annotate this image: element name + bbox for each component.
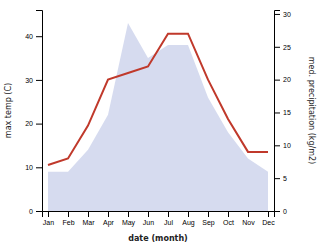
tick: Jul xyxy=(164,211,173,226)
tick-label: May xyxy=(122,219,136,227)
plot: Jan Feb Mar Apr May Jun Jul Aug Sep Oct Nov Dec 0 10 2… xyxy=(25,11,291,227)
tick: Aug xyxy=(182,211,195,227)
tick-mark xyxy=(88,211,89,217)
tick-mark xyxy=(228,211,229,217)
tick-mark xyxy=(168,211,169,217)
tick: 30 xyxy=(25,77,42,84)
tick: Dec xyxy=(262,211,275,226)
y2-axis: 0 5 10 15 20 25 30 xyxy=(274,11,291,215)
tick-label: 20 xyxy=(283,76,291,83)
tick: Mar xyxy=(82,211,95,226)
tick-mark xyxy=(108,211,109,217)
tick-label: 30 xyxy=(25,77,33,84)
area xyxy=(48,23,268,211)
tick-label: Apr xyxy=(103,219,115,227)
tick-label: 30 xyxy=(283,11,291,18)
tick-mark xyxy=(248,211,249,217)
tick-label: Jun xyxy=(143,219,154,226)
tick-label: 10 xyxy=(283,142,291,149)
tick-mark xyxy=(36,211,42,212)
tick-label: 15 xyxy=(283,109,291,116)
tick-label: 25 xyxy=(283,44,291,51)
tick: 40 xyxy=(25,33,42,40)
tick: 25 xyxy=(274,44,291,51)
tick-label: 10 xyxy=(25,164,33,171)
tick-mark xyxy=(68,211,69,217)
tick-mark xyxy=(274,112,280,113)
tick-mark xyxy=(274,14,280,15)
tick-label: Sep xyxy=(202,219,215,227)
tick-mark xyxy=(148,211,149,217)
y2-axis-title: med. precipitation (kg/m2) xyxy=(307,57,316,164)
tick-mark xyxy=(274,178,280,179)
tick-mark xyxy=(36,124,42,125)
tick-mark xyxy=(36,80,42,81)
tick: May xyxy=(122,211,136,227)
tick-label: Jul xyxy=(164,219,173,226)
x-axis: Jan Feb Mar Apr May Jun Jul Aug Sep Oct Nov Dec xyxy=(43,211,276,227)
tick-mark xyxy=(268,211,269,217)
tick-mark xyxy=(274,47,280,48)
axis-line xyxy=(275,11,281,212)
tick-label: Mar xyxy=(82,219,95,226)
tick-label: Oct xyxy=(223,219,234,226)
tick: Nov xyxy=(242,211,255,226)
tick: 0 xyxy=(29,208,42,215)
y-axis: 0 10 20 30 40 xyxy=(25,11,42,215)
chart: Jan Feb Mar Apr May Jun Jul Aug Sep Oct Nov Dec 0 10 2… xyxy=(0,0,318,247)
marks xyxy=(48,23,268,211)
tick: 30 xyxy=(274,11,291,18)
tick-mark xyxy=(188,211,189,217)
tick-label: 5 xyxy=(283,175,287,182)
tick-label: Aug xyxy=(182,219,195,227)
x-axis-title: date (month) xyxy=(128,234,188,243)
tick: 5 xyxy=(274,175,287,182)
tick-label: Nov xyxy=(242,219,255,226)
tick-label: Jan xyxy=(43,219,54,226)
tick: 0 xyxy=(274,208,287,215)
tick-mark xyxy=(208,211,209,217)
tick-mark xyxy=(36,36,42,37)
axis-line xyxy=(36,11,43,212)
tick-mark xyxy=(274,145,280,146)
tick: Sep xyxy=(202,211,215,227)
axis-line xyxy=(43,212,275,218)
tick-mark xyxy=(48,211,49,217)
tick: 10 xyxy=(25,164,42,171)
tick: 20 xyxy=(25,120,42,127)
tick-label: Feb xyxy=(62,219,74,226)
tick-label: Dec xyxy=(262,219,275,226)
tick-label: 0 xyxy=(283,208,287,215)
tick: Jan xyxy=(43,211,54,226)
tick-mark xyxy=(128,211,129,217)
tick: Apr xyxy=(103,211,115,227)
line xyxy=(48,34,268,165)
tick-label: 20 xyxy=(25,120,33,127)
tick-mark xyxy=(274,211,280,212)
tick: 20 xyxy=(274,76,291,83)
tick-label: 40 xyxy=(25,33,33,40)
tick: 10 xyxy=(274,142,291,149)
tick-mark xyxy=(36,167,42,168)
tick: Oct xyxy=(223,211,234,226)
tick-mark xyxy=(274,80,280,81)
tick: Jun xyxy=(143,211,154,226)
tick: Feb xyxy=(62,211,74,226)
y-axis-title: max temp (C) xyxy=(4,83,13,138)
tick-label: 0 xyxy=(29,208,33,215)
tick: 15 xyxy=(274,109,291,116)
